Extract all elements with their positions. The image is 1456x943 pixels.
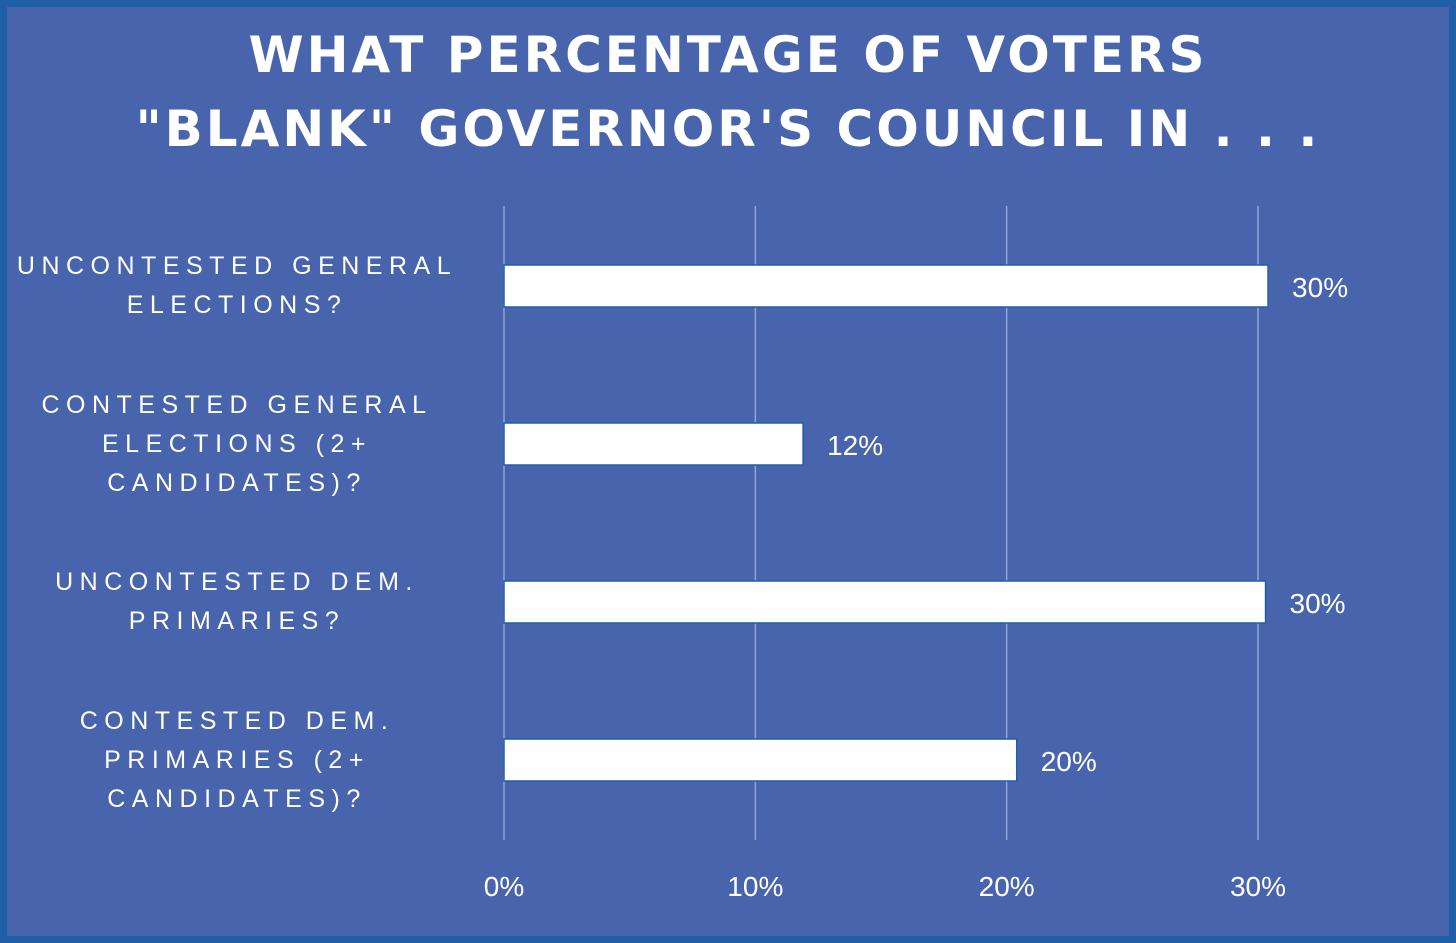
chart-title-line: "BLANK" GOVERNOR'S COUNCIL IN . . . (135, 100, 1321, 158)
bar-value-label: 20% (1041, 746, 1097, 777)
bar (503, 264, 1269, 308)
category-label: CONTESTED DEM. PRIMARIES (2+ CANDIDATES)? (2, 702, 472, 819)
category-label-line: PRIMARIES (2+ (104, 745, 370, 774)
category-label: CONTESTED GENERAL ELECTIONS (2+ CANDIDATES… (2, 386, 472, 503)
category-label-line: CONTESTED GENERAL (41, 390, 433, 419)
category-label-line: CANDIDATES)? (107, 784, 367, 813)
bars (503, 264, 1269, 782)
bar-value-label: 30% (1292, 272, 1348, 303)
category-label: UNCONTESTED DEM. PRIMARIES? (2, 563, 472, 641)
category-label-line: UNCONTESTED GENERAL (16, 252, 458, 280)
bar-value-label: 12% (827, 430, 883, 461)
category-label-line: ELECTIONS (2+ (102, 429, 372, 458)
x-axis-tick-labels: 0% 10% 20% 30% (484, 871, 1286, 902)
category-label: UNCONTESTED GENERAL ELECTIONS? (2, 247, 472, 325)
gridlines (503, 206, 1259, 840)
x-tick-label: 10% (727, 871, 783, 902)
x-tick-label: 30% (1230, 871, 1286, 902)
chart-title-line: WHAT PERCENTAGE OF VOTERS (248, 26, 1208, 84)
bar (503, 422, 804, 466)
category-label-line: UNCONTESTED DEM. (55, 568, 419, 596)
category-label-line: ELECTIONS? (126, 291, 348, 319)
chart-title: WHAT PERCENTAGE OF VOTERS "BLANK" GOVERN… (0, 18, 1456, 166)
x-tick-label: 20% (979, 871, 1035, 902)
data-labels: 30% 12% 30% 20% (827, 272, 1348, 777)
category-label-line: CANDIDATES)? (107, 468, 367, 497)
x-tick-label: 0% (484, 871, 524, 902)
bar-value-label: 30% (1290, 588, 1346, 619)
bar (503, 580, 1267, 624)
category-label-line: CONTESTED DEM. (79, 706, 395, 735)
bar (503, 738, 1018, 782)
category-label-line: PRIMARIES? (128, 607, 346, 635)
